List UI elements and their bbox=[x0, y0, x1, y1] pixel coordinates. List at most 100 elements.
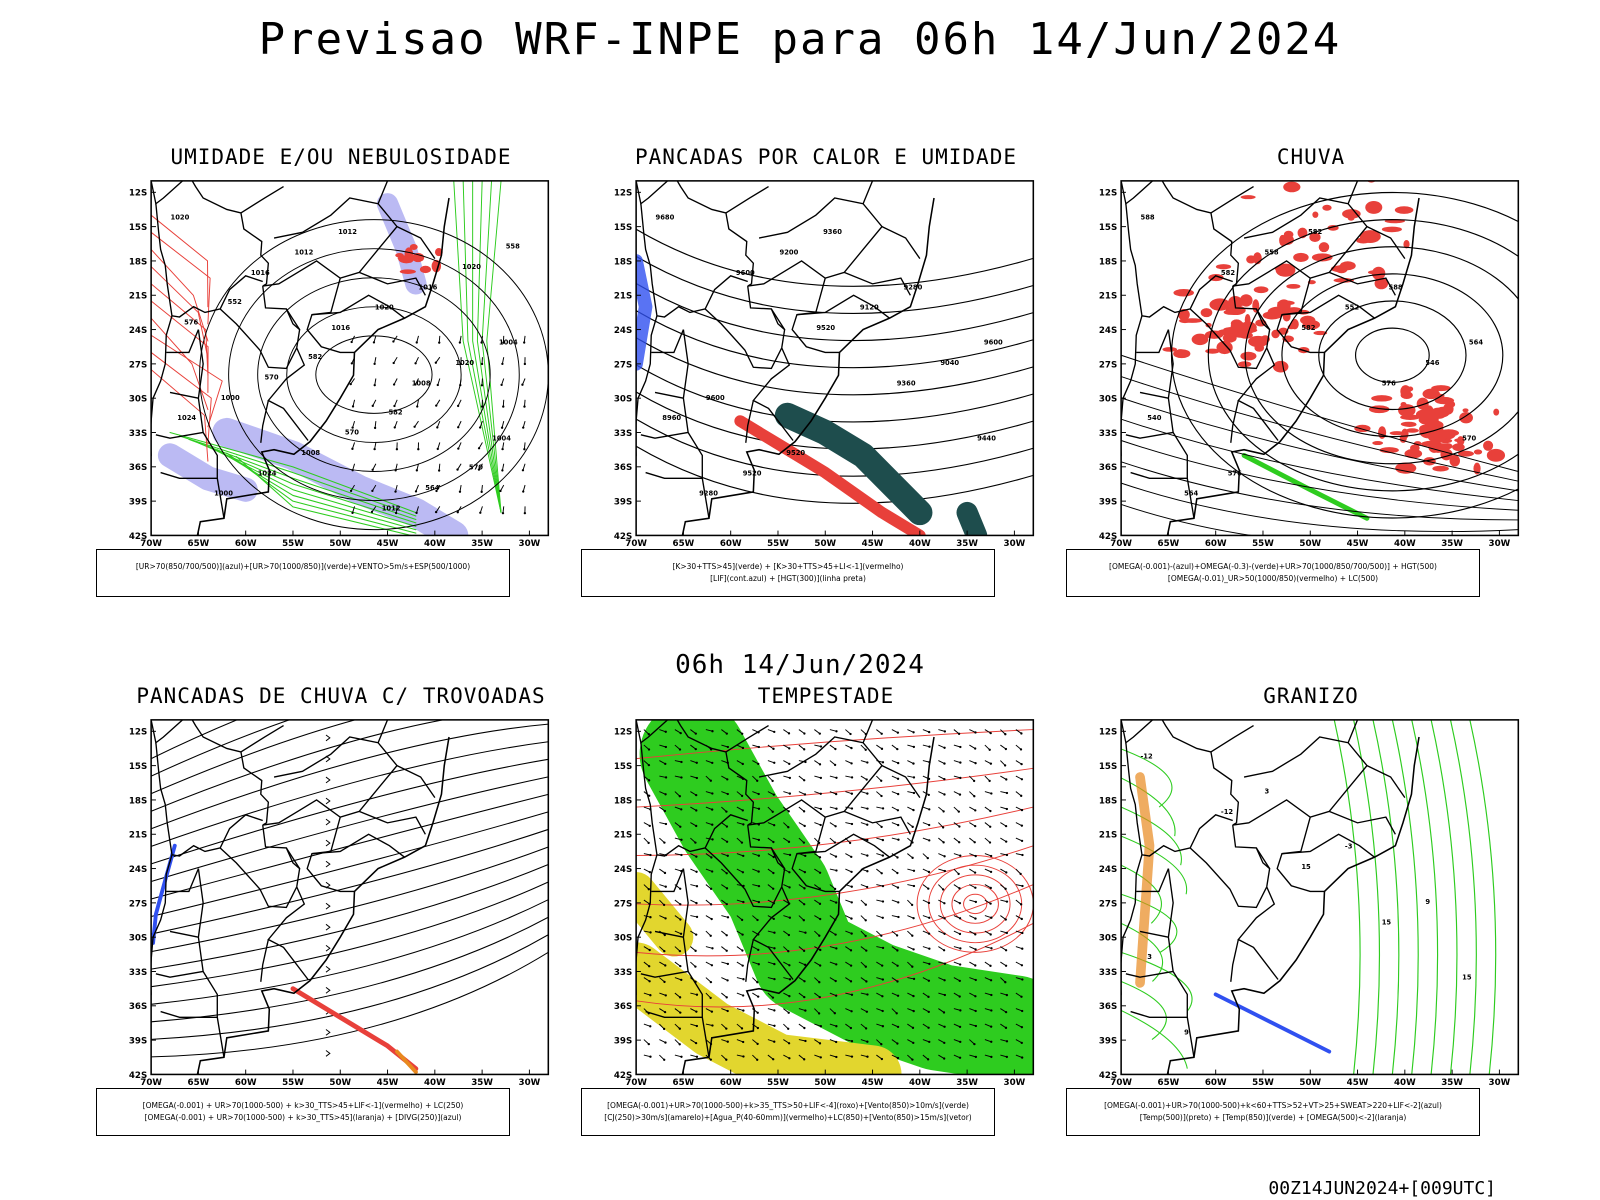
rain-area-red bbox=[1371, 395, 1393, 402]
political-border bbox=[745, 939, 755, 982]
wind-vector-head bbox=[911, 1058, 914, 1061]
rain-area-red bbox=[1244, 313, 1251, 326]
rain-area-red bbox=[1253, 286, 1269, 294]
political-border bbox=[1210, 725, 1254, 753]
wind-vector-head bbox=[880, 747, 884, 751]
rain-area-red bbox=[1282, 311, 1291, 322]
wind-vector-head bbox=[850, 932, 853, 935]
lon-label: 50W bbox=[329, 1078, 351, 1088]
wind-vector-head bbox=[1019, 903, 1023, 906]
legend-box: [OMEGA(-0.001)+UR>70(1000-500)+k>35_TTS>… bbox=[581, 1088, 995, 1136]
wind-vector-head bbox=[833, 841, 837, 844]
rain-area-red bbox=[1222, 333, 1237, 343]
contour-label: 570 bbox=[264, 373, 278, 381]
streamline-arrow bbox=[325, 818, 331, 826]
wind-vector-head bbox=[990, 1055, 993, 1059]
wind-vector-head bbox=[501, 511, 505, 515]
lat-label: 33S bbox=[129, 968, 147, 978]
wind-vector-head bbox=[788, 916, 792, 919]
contour-label: 558 bbox=[506, 243, 520, 251]
wind-vector-head bbox=[958, 995, 961, 998]
humidity-area-blue bbox=[212, 417, 469, 536]
political-border bbox=[796, 833, 890, 858]
wind-vector-head bbox=[663, 933, 666, 937]
contour-label: 15 bbox=[1382, 918, 1392, 926]
rain-area-red bbox=[1283, 230, 1294, 239]
wind-vector-head bbox=[942, 841, 945, 844]
contour-label: 570 bbox=[345, 429, 359, 437]
wind-vector-head bbox=[1021, 884, 1024, 888]
contour-label: 9680 bbox=[656, 214, 675, 222]
streamline-arrow bbox=[325, 797, 331, 805]
wind-vector-head bbox=[694, 949, 697, 952]
lon-label: 30W bbox=[1004, 1078, 1026, 1088]
wind-vector-head bbox=[819, 823, 822, 827]
wind-vector-head bbox=[710, 1010, 714, 1013]
contour-label: 1012 bbox=[338, 228, 357, 236]
wind-vector-head bbox=[928, 730, 931, 734]
lat-label: 33S bbox=[1099, 429, 1117, 439]
wind-vector-head bbox=[680, 838, 683, 841]
wind-vector-head bbox=[896, 949, 899, 952]
wind-vector-head bbox=[725, 996, 728, 999]
wind-vector-head bbox=[648, 824, 651, 828]
lc-contour-red bbox=[636, 922, 1034, 1008]
wind-vector-head bbox=[1004, 981, 1007, 984]
wind-vector-head bbox=[742, 1055, 745, 1058]
wind-vector-head bbox=[974, 933, 977, 936]
wind-vector-head bbox=[1020, 917, 1023, 921]
height-contour bbox=[636, 255, 1034, 314]
height-contour bbox=[1121, 461, 1519, 521]
wind-vector-head bbox=[679, 731, 682, 735]
wind-vector-head bbox=[523, 362, 527, 366]
wind-vector-head bbox=[881, 1025, 885, 1028]
lon-label: 60W bbox=[235, 1078, 257, 1088]
wind-vector-head bbox=[370, 510, 374, 514]
political-border bbox=[1136, 329, 1170, 354]
wind-vector-head bbox=[679, 887, 682, 890]
wind-vector-head bbox=[1005, 1055, 1009, 1059]
lon-label: 65W bbox=[1158, 1078, 1180, 1088]
wind-vector-head bbox=[866, 838, 869, 842]
rain-area-red bbox=[1395, 462, 1417, 474]
lat-label: 12S bbox=[129, 728, 147, 738]
wind-vector-head bbox=[679, 903, 682, 906]
coastline-east bbox=[681, 736, 935, 1075]
wind-vector-head bbox=[957, 810, 960, 813]
wind-vector-head bbox=[710, 917, 713, 921]
wind-vector-head bbox=[523, 341, 526, 344]
political-border bbox=[1139, 930, 1169, 938]
page-title: Previsao WRF-INPE para 06h 14/Jun/2024 bbox=[258, 14, 1342, 65]
lat-label: 24S bbox=[614, 326, 632, 336]
wind-vector-head bbox=[395, 448, 399, 451]
lon-label: 50W bbox=[814, 539, 836, 549]
wind-vector-head bbox=[866, 807, 869, 810]
political-border bbox=[725, 725, 769, 753]
wind-vector-head bbox=[849, 1026, 853, 1030]
political-border bbox=[645, 471, 703, 479]
contour-label: 1004 bbox=[499, 339, 518, 347]
wind-vector-head bbox=[912, 994, 915, 998]
wind-vector-head bbox=[351, 447, 354, 450]
omega-area-orange bbox=[1135, 772, 1155, 988]
wind-vector-head bbox=[849, 949, 853, 952]
panel-title: CHUVA bbox=[1276, 145, 1346, 169]
wind-vector-head bbox=[711, 870, 714, 873]
lat-label: 12S bbox=[129, 189, 147, 199]
lon-label: 45W bbox=[377, 539, 399, 549]
wind-vector-head bbox=[787, 1011, 790, 1014]
wind-vector-head bbox=[941, 826, 945, 829]
wind-vector-head bbox=[835, 994, 838, 997]
political-border bbox=[1230, 400, 1240, 443]
lat-label: 18S bbox=[614, 257, 632, 267]
wind-vector-head bbox=[725, 902, 728, 906]
wind-vector-head bbox=[726, 962, 730, 966]
wind-vector-head bbox=[458, 490, 462, 493]
wind-vector-head bbox=[664, 964, 667, 967]
wind-vector-head bbox=[414, 490, 418, 493]
rain-area-red bbox=[1419, 424, 1430, 434]
legend-line: [OMEGA(-0.01)_UR>50(1000/850)(vermelho) … bbox=[1167, 574, 1379, 583]
lat-label: 30S bbox=[1099, 395, 1117, 405]
wind-vector-head bbox=[880, 934, 883, 937]
wind-vector-head bbox=[679, 1011, 682, 1014]
